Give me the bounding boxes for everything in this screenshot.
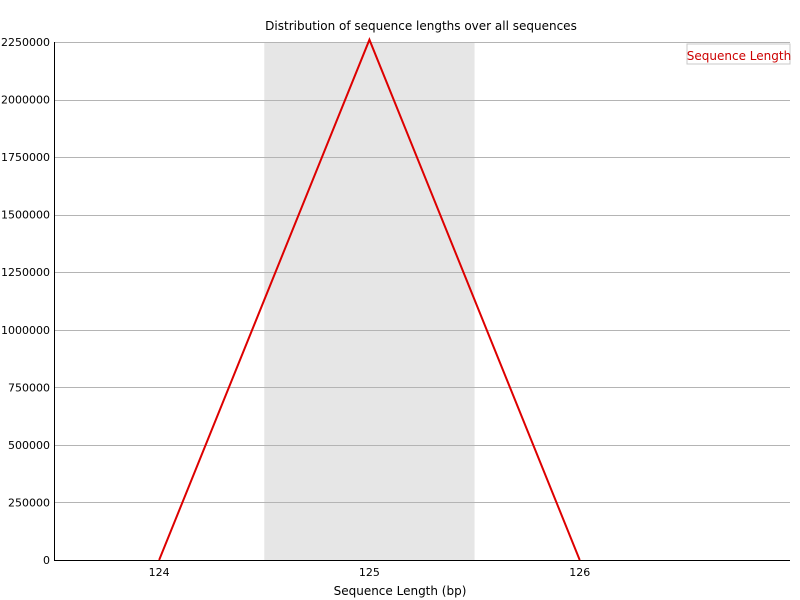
plot-area: 0 250000 500000 750000 1000000 1250000 1500000…	[1, 36, 790, 579]
y-tick-label: 1000000	[1, 324, 50, 337]
y-tick-label: 250000	[8, 496, 50, 509]
legend-entry-sequence-length: Sequence Length	[687, 49, 791, 63]
x-tick-label: 124	[149, 566, 170, 579]
y-tick-label: 1500000	[1, 209, 50, 222]
highlight-band	[264, 42, 475, 560]
legend: Sequence Length	[686, 43, 791, 65]
x-axis-label: Sequence Length (bp)	[334, 584, 467, 598]
y-tick-label: 500000	[8, 439, 50, 452]
x-tick-label: 126	[569, 566, 590, 579]
chart-title: Distribution of sequence lengths over al…	[265, 19, 577, 33]
y-tick-label: 2000000	[1, 94, 50, 107]
y-tick-label: 2250000	[1, 36, 50, 49]
x-tick-label: 125	[359, 566, 380, 579]
y-tick-label: 1250000	[1, 266, 50, 279]
legend-box	[686, 43, 791, 65]
y-tick-label: 750000	[8, 381, 50, 394]
y-tick-label: 0	[43, 554, 50, 567]
y-tick-label: 1750000	[1, 151, 50, 164]
